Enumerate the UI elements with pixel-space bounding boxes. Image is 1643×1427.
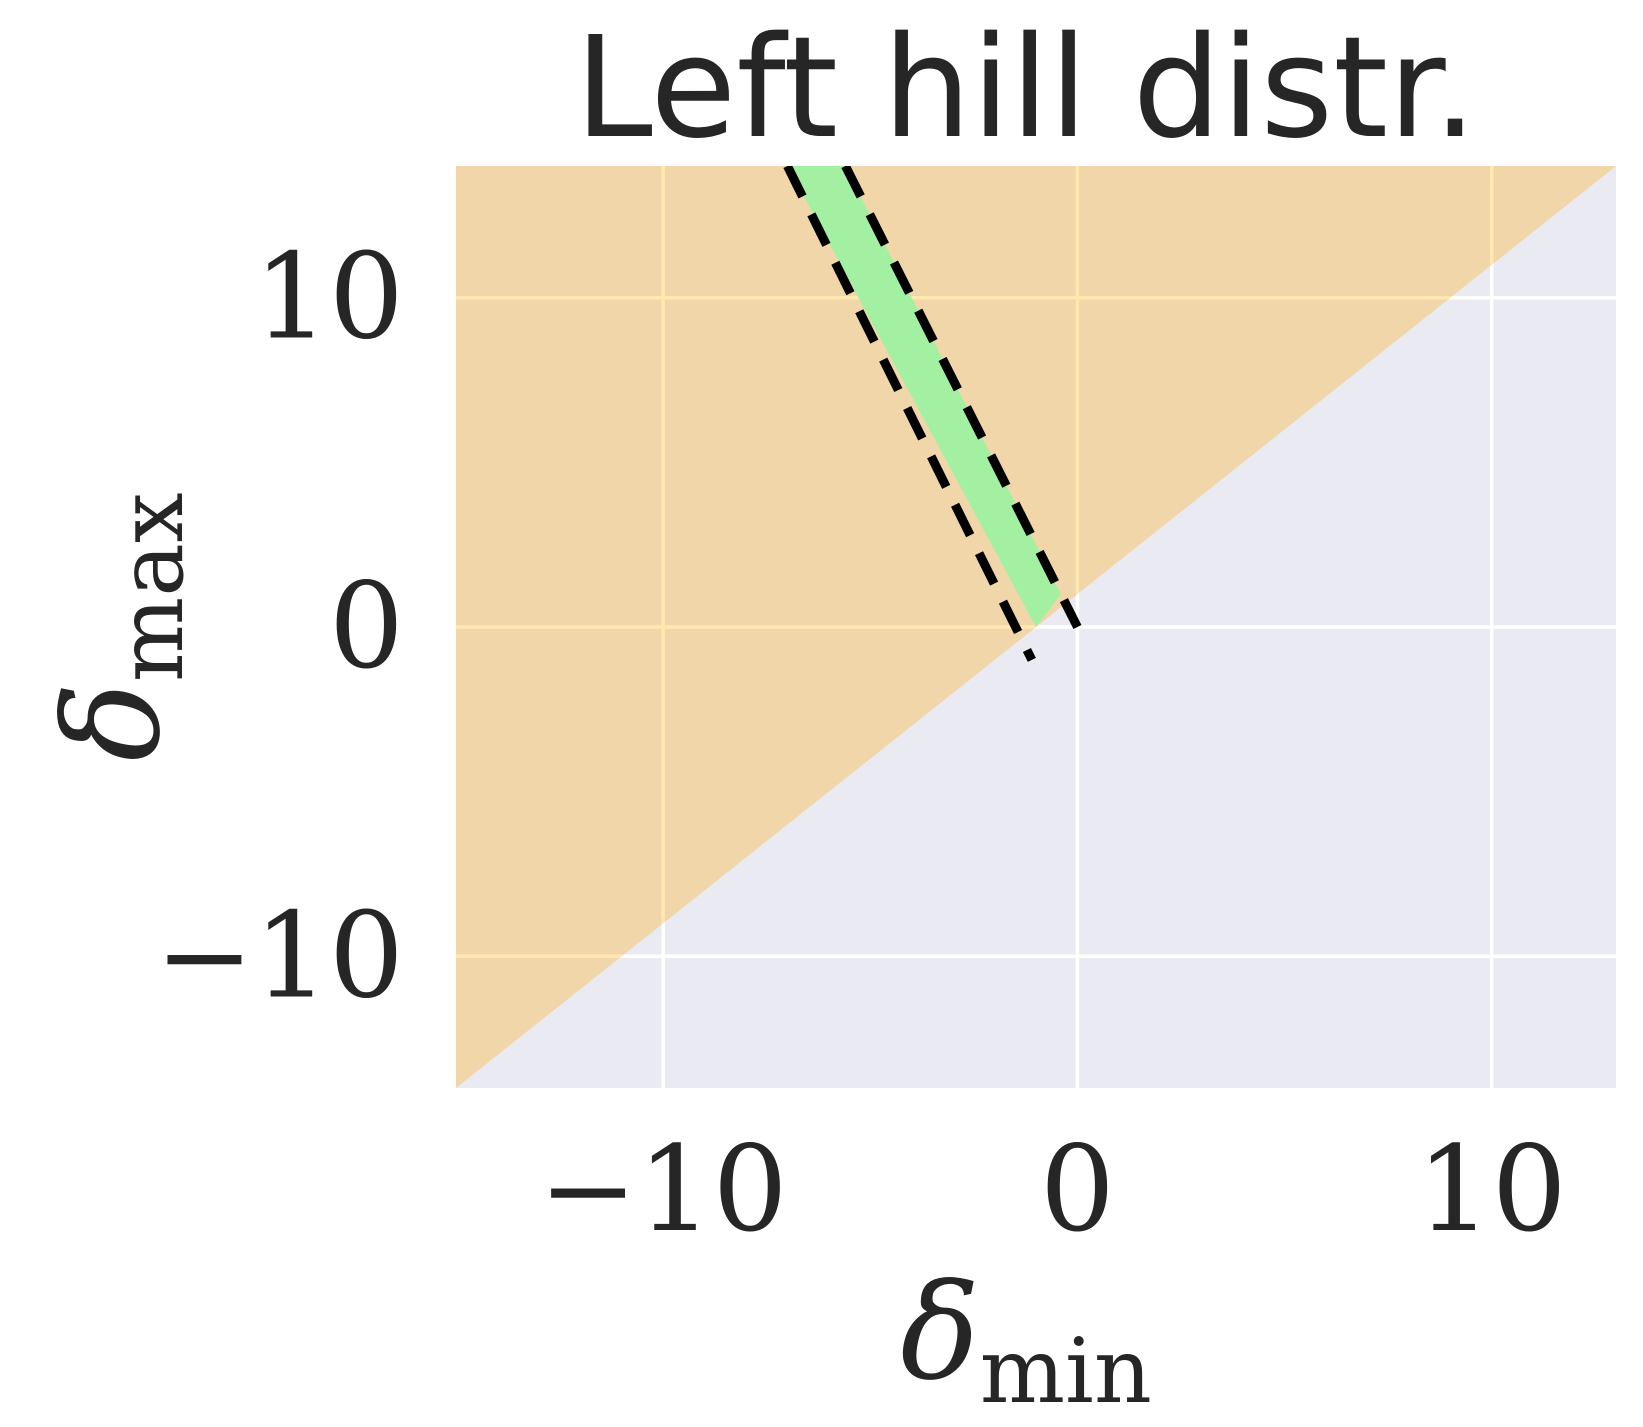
x-axis-label-symbol: δ [900,1256,979,1410]
y-tick-labels: 10 0 −10 [155,228,404,1025]
band-area [787,166,1061,627]
x-tick-label: −10 [539,1120,788,1258]
y-axis-label-symbol: δ [36,682,190,761]
x-axis-label: δmin [900,1256,1152,1424]
x-tick-label: 10 [1417,1120,1567,1258]
y-tick-label: −10 [155,886,404,1024]
y-tick-label: 10 [254,228,404,366]
dashed-boundary-line [841,166,1082,630]
y-tick-label: 0 [329,557,404,695]
chart-title: Left hill distr. [575,7,1478,170]
dashed-boundary-lines [783,166,1082,662]
x-tick-label: 0 [1040,1120,1115,1258]
y-axis-label-subscript: max [99,492,204,682]
y-axis-label: δmax [36,492,204,761]
x-tick-labels: −10 0 10 [539,1120,1567,1258]
dashed-boundary-line [783,166,1036,662]
x-axis-label-subscript: min [980,1319,1152,1424]
